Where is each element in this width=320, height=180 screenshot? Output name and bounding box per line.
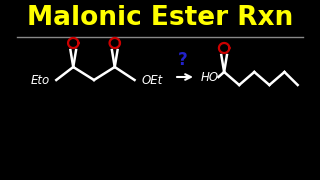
Text: HO: HO	[201, 71, 219, 84]
Text: OEt: OEt	[142, 73, 163, 87]
Text: Malonic Ester Rxn: Malonic Ester Rxn	[27, 5, 293, 31]
Text: Eto: Eto	[31, 73, 50, 87]
Text: ?: ?	[178, 51, 188, 69]
